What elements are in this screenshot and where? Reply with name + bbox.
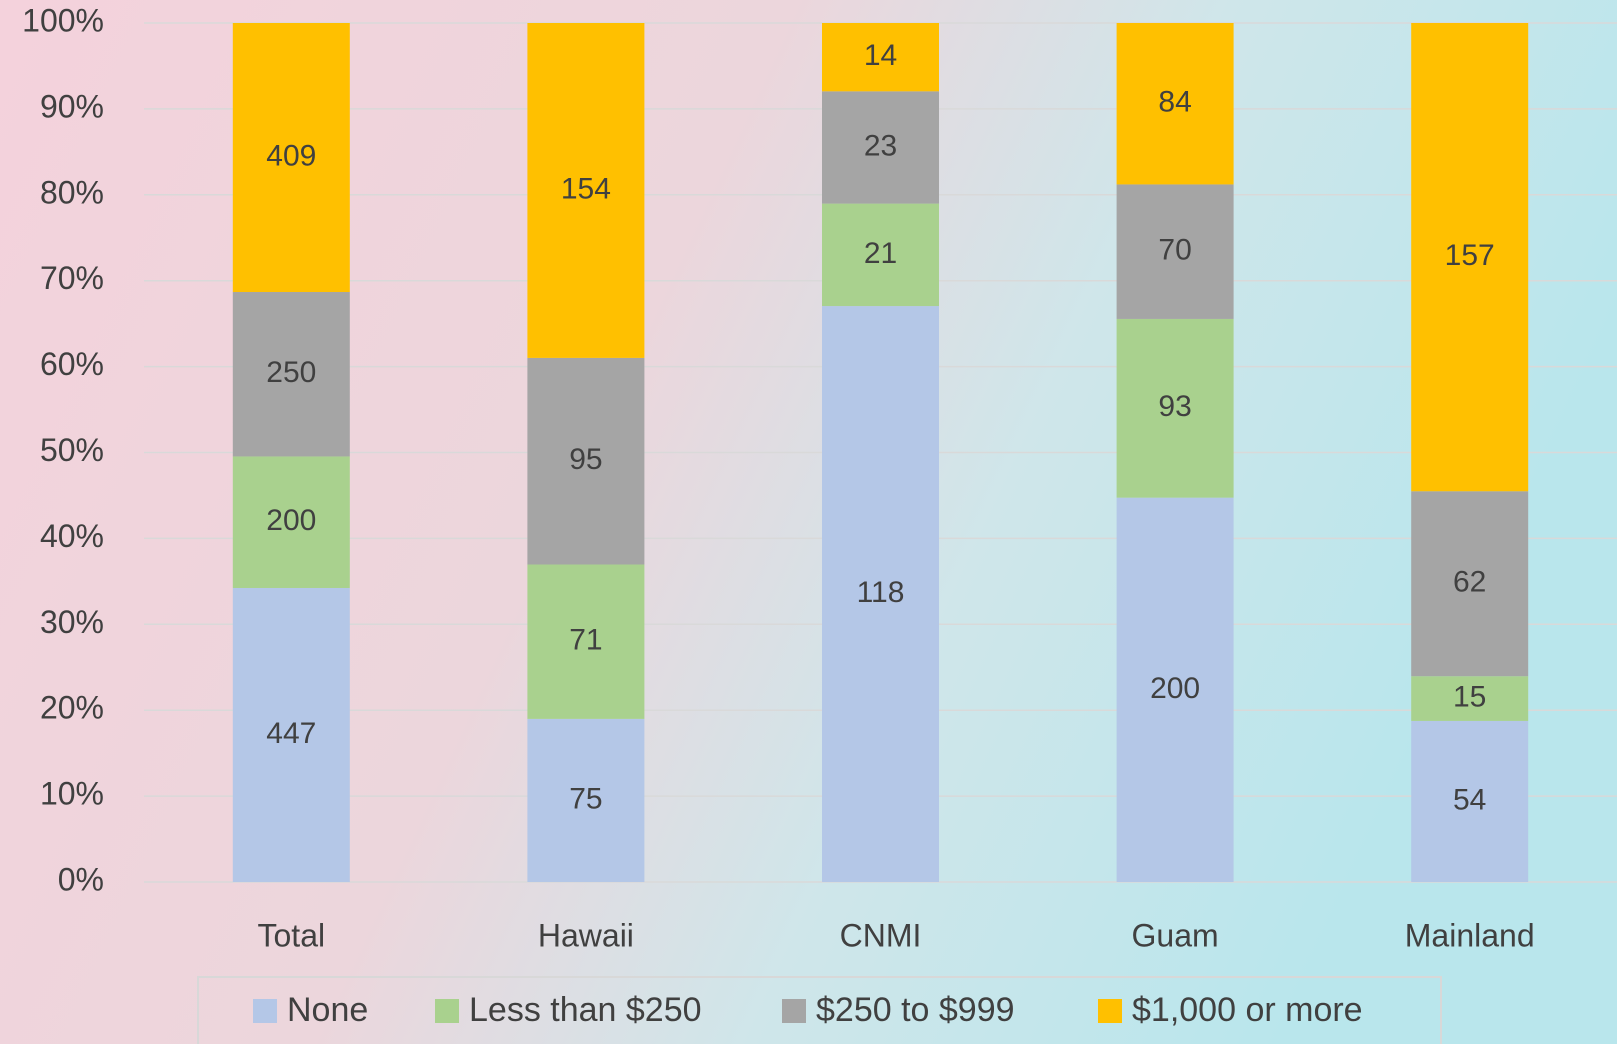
data-label: 250 [266,356,316,389]
data-label: 23 [864,129,897,162]
data-label: 200 [266,504,316,537]
bar-segment [1411,676,1529,721]
y-tick-label: 0% [58,861,104,897]
bar-segment [232,587,350,882]
data-label: 118 [857,576,905,609]
data-label: 154 [561,172,611,205]
data-label: 93 [1158,390,1191,423]
y-tick-label: 20% [40,690,104,726]
bar-segment [1116,318,1234,498]
bar-segment [1116,184,1234,319]
y-tick-label: 30% [40,604,104,640]
bar-segment [822,91,939,204]
bar-segment [527,357,645,565]
y-tick-label: 100% [22,2,104,38]
y-tick-label: 80% [40,174,104,210]
data-label: 71 [569,624,602,657]
bar-segment [1411,491,1529,677]
data-label: 62 [1453,566,1486,599]
data-label: 75 [569,782,602,815]
x-tick-label: Total [258,917,326,953]
data-label: 54 [1453,783,1486,816]
legend-swatch [782,999,806,1023]
legend-label: Less than $250 [469,991,702,1029]
legend-label: $250 to $999 [816,991,1015,1029]
data-label: 409 [266,139,316,172]
bar-segment [822,203,939,307]
data-label: 95 [569,443,602,476]
y-tick-label: 50% [40,432,104,468]
x-tick-label: Mainland [1405,917,1535,953]
data-label: 200 [1150,672,1200,705]
bar-segment [527,718,645,882]
bar-segment [232,23,350,293]
bar-segment [1411,720,1529,882]
data-label: 15 [1453,680,1486,713]
y-tick-label: 40% [40,518,104,554]
bar-segment [527,23,645,358]
data-label: 21 [864,237,897,270]
bar-segment [822,306,939,882]
legend-swatch [253,999,277,1023]
bar-segment [822,23,939,92]
data-label: 157 [1445,239,1495,272]
bar-segment [232,456,350,588]
bar-segment [1116,497,1234,882]
y-tick-label: 10% [40,776,104,812]
legend-label: $1,000 or more [1132,991,1363,1029]
legend-swatch [1098,999,1122,1023]
bar-segment [1411,23,1529,492]
data-label: 84 [1158,86,1191,119]
y-tick-label: 70% [40,260,104,296]
data-label: 70 [1158,234,1191,267]
x-tick-label: CNMI [840,917,922,953]
x-tick-label: Guam [1132,917,1219,953]
y-tick-label: 90% [40,88,104,124]
bar-segment [232,292,350,457]
x-tick-label: Hawaii [538,917,634,953]
y-tick-label: 60% [40,346,104,382]
legend-label: None [287,991,368,1029]
bar-segment [527,564,645,719]
data-label: 14 [864,39,897,72]
bar-segment [1116,23,1234,185]
legend-swatch [435,999,459,1023]
data-label: 447 [266,717,316,750]
